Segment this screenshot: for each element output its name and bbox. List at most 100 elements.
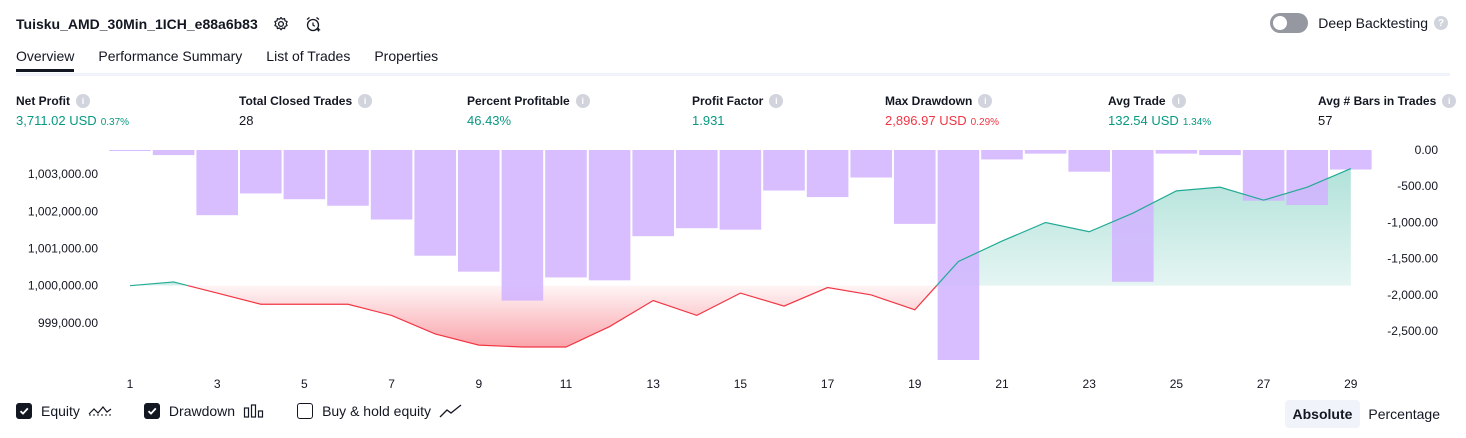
checkbox-checked-icon[interactable] [16, 403, 32, 419]
metric-label: Percent Profitable [467, 94, 570, 108]
x-axis-tick-label: 15 [734, 377, 748, 391]
metric-net-profit: Net Profit i 3,711.02 USD 0.37% [16, 94, 129, 128]
metric-label: Net Profit [16, 94, 70, 108]
deep-backtesting: Deep Backtesting ? [1270, 13, 1448, 33]
legend-buy-hold-equity[interactable]: Buy & hold equity [297, 403, 463, 419]
legend-label: Equity [41, 403, 80, 419]
legend-label: Drawdown [168, 403, 236, 419]
equity-line-below [187, 285, 938, 348]
metric-percent: 1.34% [1182, 117, 1212, 128]
add-alert-icon[interactable] [304, 15, 322, 33]
bar-chart-icon [243, 404, 265, 418]
x-axis-tick-label: 27 [1257, 377, 1271, 391]
drawdown-bar [850, 150, 892, 178]
absolute-button[interactable]: Absolute [1284, 400, 1361, 428]
scale-mode-toggle: Absolute Percentage [1284, 400, 1449, 428]
settings-icon[interactable] [272, 15, 290, 33]
drawdown-bar [632, 150, 674, 237]
right-axis-tick-label: -2,000.00 [1387, 288, 1438, 302]
percentage-button[interactable]: Percentage [1368, 406, 1440, 422]
metric-value: 57 [1318, 113, 1333, 128]
info-icon[interactable]: i [1171, 94, 1186, 108]
tab-overview[interactable]: Overview [16, 48, 75, 72]
x-axis-tick-label: 29 [1344, 377, 1358, 391]
drawdown-bar [1330, 150, 1372, 170]
drawdown-bar [676, 150, 718, 229]
left-axis-tick-label: 1,000,000.00 [28, 279, 98, 293]
trend-line-icon [439, 403, 463, 419]
drawdown-bar [1242, 150, 1285, 201]
drawdown-bar [1199, 150, 1241, 156]
x-axis-tick-label: 19 [908, 377, 922, 391]
drawdown-bar [414, 150, 456, 256]
metric-value: 132.54 USD [1108, 113, 1179, 128]
metric-percent-profitable: Percent Profitable i 46.43% [467, 94, 590, 128]
drawdown-bar [240, 150, 282, 194]
drawdown-bar [763, 150, 805, 191]
drawdown-bar [894, 150, 936, 224]
equity-area-below [188, 285, 937, 347]
drawdown-bar [1112, 150, 1154, 282]
x-axis-tick-label: 1 [127, 377, 134, 391]
drawdown-bar [196, 150, 238, 216]
drawdown-bar [588, 150, 631, 281]
deep-backtesting-label: Deep Backtesting [1318, 15, 1428, 31]
metric-value: 1.931 [692, 113, 725, 128]
metric-percent: 0.29% [970, 117, 1000, 128]
metric-value: 3,711.02 USD [16, 113, 97, 128]
x-axis-tick-label: 3 [214, 377, 221, 391]
info-icon[interactable]: i [1442, 94, 1457, 108]
info-icon[interactable]: i [358, 94, 373, 108]
drawdown-bar [1155, 150, 1198, 154]
x-axis-tick-label: 21 [995, 377, 1009, 391]
info-icon[interactable]: i [76, 94, 90, 108]
tab-list-of-trades[interactable]: List of Trades [266, 48, 351, 64]
left-axis-tick-label: 1,003,000.00 [28, 167, 98, 181]
right-axis-tick-label: -1,500.00 [1387, 252, 1438, 266]
drawdown-bar [283, 150, 326, 200]
metric-label: Total Closed Trades [239, 94, 353, 108]
metric-label: Avg # Bars in Trades [1318, 94, 1437, 108]
x-axis-tick-label: 7 [388, 377, 395, 391]
drawdown-bar [981, 150, 1023, 160]
metric-max-drawdown: Max Drawdown i 2,896.97 USD 0.29% [885, 94, 999, 128]
help-icon[interactable]: ? [1434, 16, 1448, 30]
left-axis-tick-label: 1,001,000.00 [28, 241, 98, 255]
metric-value: 28 [239, 113, 254, 128]
x-axis-tick-label: 17 [821, 377, 835, 391]
equity-drawdown-chart[interactable]: 1,003,000.00 1,002,000.00 1,001,000.00 1,00… [0, 140, 1466, 396]
checkbox-checked-icon[interactable] [143, 403, 160, 419]
x-axis-tick-label: 25 [1170, 377, 1184, 391]
left-axis-tick-label: 999,000.00 [38, 316, 98, 330]
drawdown-bar [1286, 150, 1328, 206]
equity-line-icon [88, 404, 112, 418]
metric-label: Profit Factor [692, 94, 764, 108]
right-axis-tick-label: -1,000.00 [1387, 215, 1438, 229]
legend-equity[interactable]: Equity [16, 403, 112, 419]
drawdown-bar [719, 150, 762, 230]
legend-drawdown[interactable]: Drawdown [143, 403, 265, 419]
strategy-header: Tuisku_AMD_30Min_1ICH_e88a6b83 [16, 12, 322, 36]
right-axis-tick-label: -500.00 [1397, 179, 1438, 193]
tab-bar: Overview Performance Summary List of Tra… [16, 48, 462, 72]
info-icon[interactable]: i [575, 94, 590, 108]
tab-performance-summary[interactable]: Performance Summary [98, 48, 243, 64]
left-axis-tick-label: 1,002,000.00 [28, 204, 98, 218]
deep-backtesting-toggle[interactable] [1270, 13, 1309, 33]
metric-value: 2,896.97 USD [885, 113, 967, 128]
metric-value: 46.43% [467, 113, 512, 128]
info-icon[interactable]: i [769, 94, 784, 108]
x-axis-tick-label: 11 [560, 377, 573, 391]
tab-properties[interactable]: Properties [374, 48, 439, 64]
right-axis-tick-label: -2,500.00 [1387, 324, 1438, 338]
drawdown-bar [370, 150, 413, 220]
metric-label: Avg Trade [1108, 94, 1166, 108]
drawdown-bar [458, 150, 500, 272]
metric-total-closed-trades: Total Closed Trades i 28 [239, 94, 373, 128]
metric-avg-trade: Avg Trade i 132.54 USD 1.34% [1108, 94, 1211, 128]
metric-profit-factor: Profit Factor i 1.931 [692, 94, 784, 128]
metric-label: Max Drawdown [885, 94, 973, 108]
x-axis-tick-label: 13 [647, 377, 661, 391]
checkbox-unchecked-icon[interactable] [297, 403, 314, 419]
info-icon[interactable]: i [978, 94, 993, 108]
